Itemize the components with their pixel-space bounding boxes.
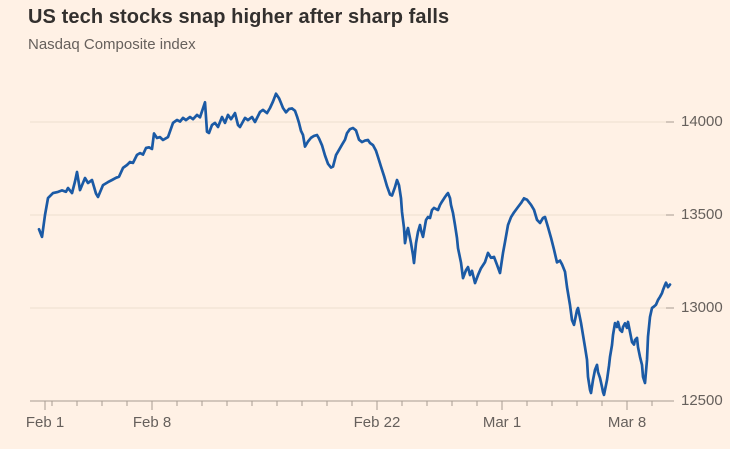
y-axis-label: 12500 — [681, 392, 723, 409]
price-line — [37, 92, 672, 397]
chart-title: US tech stocks snap higher after sharp f… — [28, 6, 450, 28]
x-axis-label: Feb 8 — [132, 414, 172, 431]
x-axis-label: Mar 1 — [482, 414, 522, 431]
y-axis-label: 14000 — [681, 113, 723, 130]
chart-subtitle: Nasdaq Composite index — [28, 36, 196, 53]
x-axis-label: Mar 8 — [607, 414, 647, 431]
y-axis-label: 13500 — [681, 206, 723, 223]
x-axis-label: Feb 1 — [25, 414, 65, 431]
x-axis-label: Feb 22 — [353, 414, 401, 431]
y-axis-label: 13000 — [681, 299, 723, 316]
